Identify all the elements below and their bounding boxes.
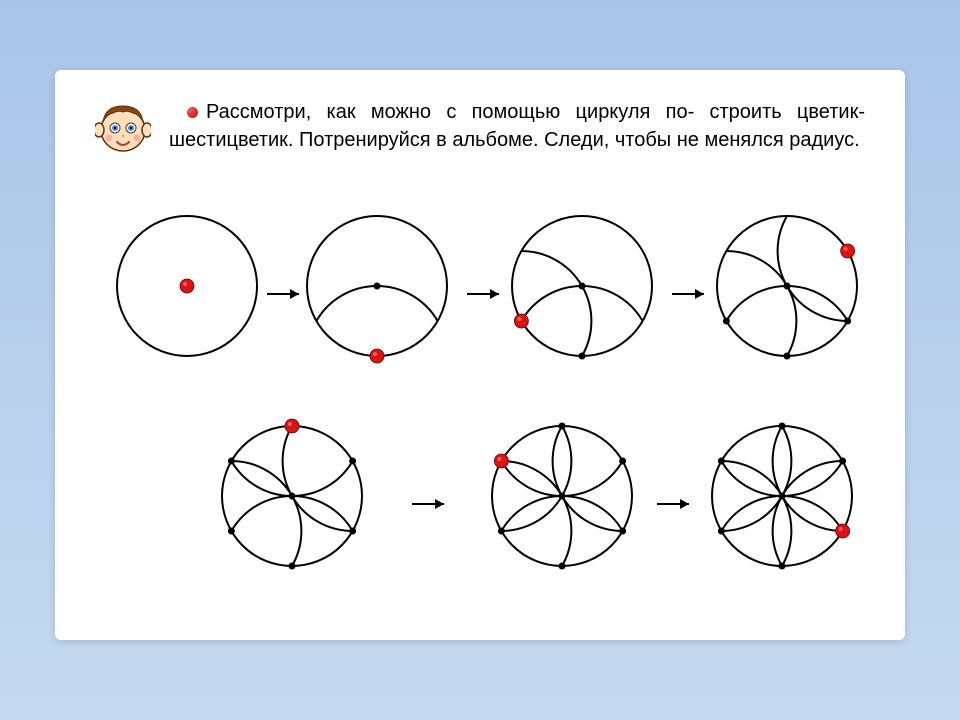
arrow-icon xyxy=(410,494,452,514)
bullet-icon xyxy=(187,107,198,118)
step-diagram xyxy=(480,414,644,578)
instruction-body: Рассмотри, как можно с помощью циркуля п… xyxy=(169,101,865,151)
boy-face-icon xyxy=(95,100,151,156)
arrow-icon xyxy=(655,494,697,514)
arrow-icon xyxy=(265,284,307,304)
arrow-icon xyxy=(465,284,507,304)
step-diagram xyxy=(705,204,869,368)
step-diagram xyxy=(500,204,664,368)
step-diagram xyxy=(210,414,374,578)
diagram-area xyxy=(95,184,865,624)
instruction-text: Рассмотри, как можно с помощью циркуля п… xyxy=(169,98,865,154)
header-row: Рассмотри, как можно с помощью циркуля п… xyxy=(95,98,865,156)
step-diagram xyxy=(105,204,269,368)
arrow-icon xyxy=(670,284,712,304)
content-card: Рассмотри, как можно с помощью циркуля п… xyxy=(55,70,905,640)
step-diagram xyxy=(700,414,864,578)
step-diagram xyxy=(295,204,459,368)
